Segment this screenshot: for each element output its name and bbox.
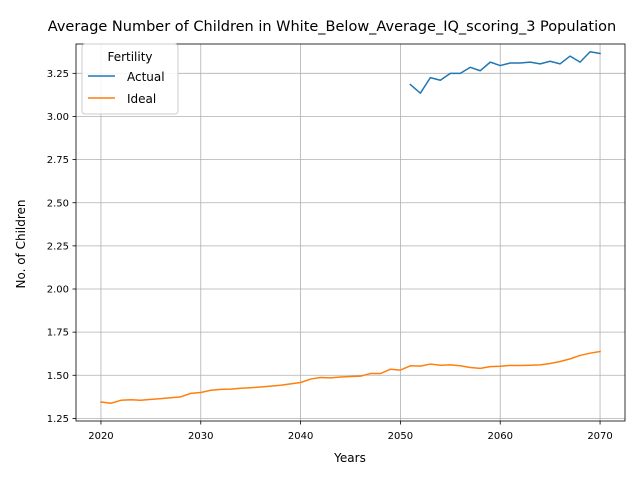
chart-title: Average Number of Children in White_Belo… [48,19,616,35]
x-tick-label: 2040 [288,431,313,442]
x-tick-label: 2060 [488,431,513,442]
legend-label-actual: Actual [127,70,165,84]
series-lines [100,51,601,404]
y-tick-label: 2.75 [47,155,69,166]
y-tick-label: 1.75 [47,328,69,339]
legend: Fertility Actual Ideal [81,43,179,115]
axis-ticks: 2020 2030 2040 2050 2060 2070 1.25 1.50 1.75 2.00… [47,69,613,442]
x-tick-label: 2020 [88,431,113,442]
legend-title: Fertility [107,50,152,64]
y-tick-label: 3.00 [47,112,69,123]
series-line-ideal [100,350,601,404]
series-line-actual [409,51,601,94]
plot-frame [75,43,626,422]
x-axis-label: Years [333,451,366,465]
legend-box [81,43,179,115]
y-tick-label: 3.25 [47,69,69,80]
legend-label-ideal: Ideal [127,92,156,106]
y-tick-label: 1.25 [47,414,69,425]
x-tick-label: 2070 [587,431,612,442]
y-tick-label: 2.00 [47,285,69,296]
grid [76,44,625,421]
y-tick-label: 2.25 [47,241,69,252]
y-tick-label: 2.50 [47,198,69,209]
x-tick-label: 2030 [188,431,213,442]
y-axis-label: No. of Children [14,199,28,288]
x-tick-label: 2050 [388,431,413,442]
y-tick-label: 1.50 [47,371,69,382]
